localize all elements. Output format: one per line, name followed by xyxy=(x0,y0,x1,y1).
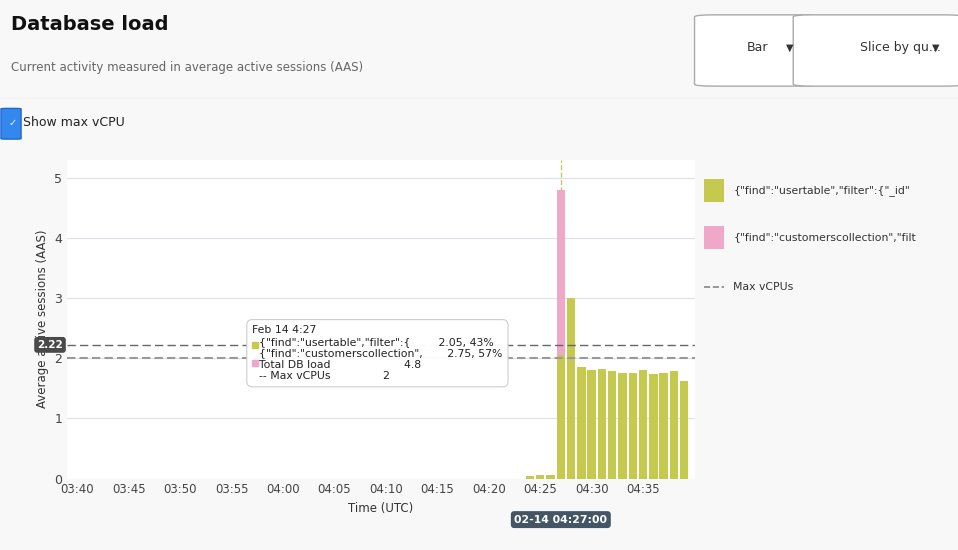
Text: ✓: ✓ xyxy=(9,118,16,128)
Text: Feb 14 4:27
  {"find":"usertable","filter":{        2.05, 43%
  {"find":"custome: Feb 14 4:27 {"find":"usertable","filter"… xyxy=(252,325,503,381)
Bar xyxy=(680,381,689,478)
FancyBboxPatch shape xyxy=(793,15,958,86)
Text: ▼: ▼ xyxy=(932,42,940,52)
Bar xyxy=(639,370,648,478)
Text: Bar: Bar xyxy=(747,41,768,54)
Bar xyxy=(587,370,596,478)
Bar xyxy=(567,298,576,478)
Bar xyxy=(598,369,606,478)
Bar xyxy=(618,373,627,478)
Bar xyxy=(659,372,668,478)
Bar xyxy=(704,179,723,202)
Text: 2.22: 2.22 xyxy=(37,340,63,350)
Bar xyxy=(536,475,544,478)
Text: Show max vCPU: Show max vCPU xyxy=(23,116,125,129)
X-axis label: Time (UTC): Time (UTC) xyxy=(348,502,414,515)
Text: 02-14 04:27:00: 02-14 04:27:00 xyxy=(514,515,607,525)
Text: Max vCPUs: Max vCPUs xyxy=(734,282,793,292)
Bar xyxy=(628,372,637,478)
Bar xyxy=(670,371,678,478)
Text: Slice by qu...: Slice by qu... xyxy=(860,41,941,54)
Text: ▼: ▼ xyxy=(786,42,793,52)
Text: {"find":"customerscollection","filt: {"find":"customerscollection","filt xyxy=(734,232,916,242)
Bar xyxy=(704,226,723,249)
Bar xyxy=(546,475,555,478)
Bar xyxy=(557,190,565,355)
Bar xyxy=(577,367,585,478)
Text: {"find":"usertable","filter":{"_id": {"find":"usertable","filter":{"_id" xyxy=(734,185,910,196)
Y-axis label: Average active sessions (AAS): Average active sessions (AAS) xyxy=(35,230,49,408)
Bar xyxy=(650,374,657,478)
Bar xyxy=(526,476,535,478)
Bar xyxy=(608,371,617,478)
Text: Database load: Database load xyxy=(11,15,169,34)
FancyBboxPatch shape xyxy=(695,15,819,86)
Bar xyxy=(557,355,565,478)
FancyBboxPatch shape xyxy=(1,108,21,139)
Text: Current activity measured in average active sessions (AAS): Current activity measured in average act… xyxy=(11,62,364,74)
